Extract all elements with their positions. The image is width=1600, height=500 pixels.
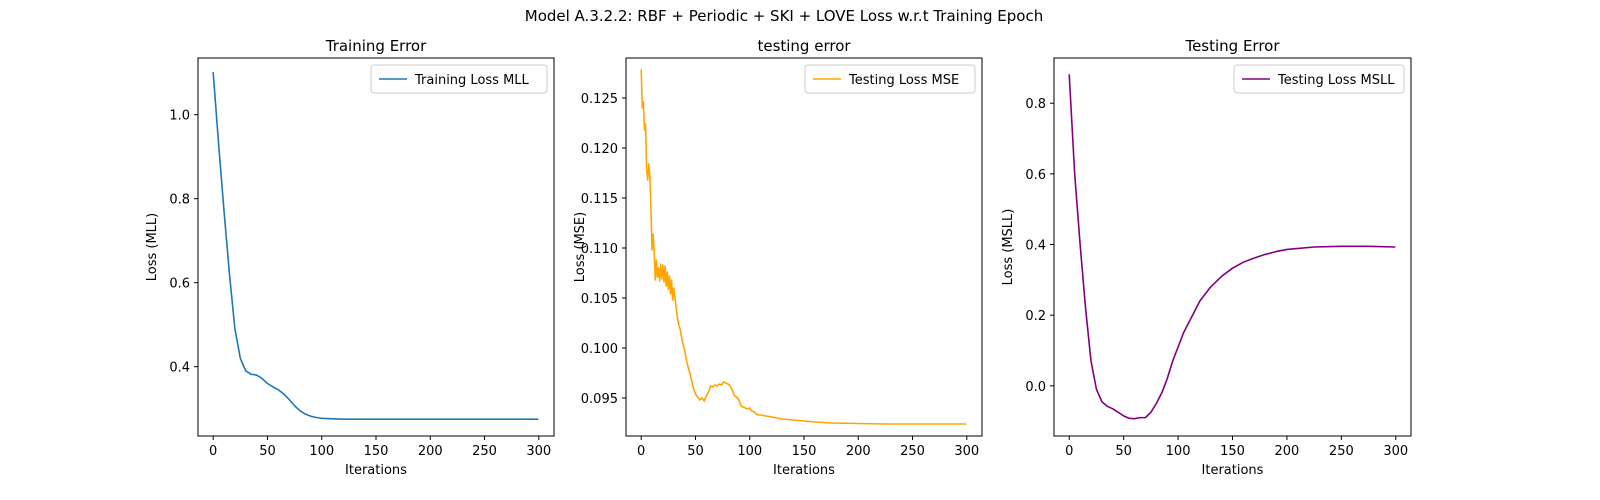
subplot-title: testing error	[757, 37, 851, 55]
x-tick-label: 250	[1329, 444, 1354, 459]
legend: Testing Loss MSLL	[1233, 64, 1405, 94]
axes-frame	[625, 57, 983, 437]
legend-label: Testing Loss MSE	[848, 73, 959, 88]
x-axis-label: Iterations	[773, 463, 835, 478]
x-tick-label: 150	[1220, 444, 1245, 459]
x-tick-label: 300	[526, 444, 551, 459]
y-tick-label: 0.120	[581, 142, 618, 157]
axes-frame	[197, 57, 555, 437]
series-line-1	[212, 71, 539, 421]
x-tick-label: 0	[1065, 444, 1073, 459]
y-axis-label: Loss (MSLL)	[1001, 209, 1016, 286]
legend-label: Training Loss MLL	[414, 73, 530, 88]
y-tick-label: 0.6	[1025, 168, 1046, 183]
subplot-2: 0 50 100 150 200 250 300 0.095 0.100 0.105 0.110 0.…	[573, 37, 983, 478]
legend-box	[370, 64, 548, 94]
x-tick-label: 100	[309, 444, 334, 459]
x-tick-label: 50	[687, 444, 704, 459]
x-tick-label: 100	[737, 444, 762, 459]
x-tick-label: 100	[1166, 444, 1191, 459]
y-axis-label: Loss (MLL)	[145, 213, 160, 282]
series-line-1	[1068, 74, 1396, 420]
y-tick-label: 0.8	[169, 193, 190, 208]
y-tick-label: 0.2	[1025, 309, 1046, 324]
subplot-title: Testing Error	[1184, 37, 1280, 55]
y-tick-label: 0.4	[169, 361, 190, 376]
subplot-title: Training Error	[325, 37, 427, 55]
legend: Training Loss MLL	[370, 64, 548, 94]
x-tick-label: 250	[900, 444, 925, 459]
subplot-1: 0 50 100 150 200 250 300 0.4 0.6 0.8 1.0 Training E…	[145, 37, 555, 478]
x-axis-label: Iterations	[1202, 463, 1264, 478]
x-axis-label: Iterations	[345, 463, 407, 478]
y-tick-label: 0.110	[581, 242, 618, 257]
x-tick-label: 50	[1115, 444, 1132, 459]
y-tick-label: 0.4	[1025, 239, 1046, 254]
x-tick-label: 0	[209, 444, 217, 459]
x-tick-label: 250	[472, 444, 497, 459]
legend-label: Testing Loss MSLL	[1277, 73, 1395, 88]
x-tick-label: 0	[637, 444, 645, 459]
x-tick-label: 50	[259, 444, 276, 459]
x-tick-label: 300	[954, 444, 979, 459]
y-tick-label: 0.105	[581, 292, 618, 307]
legend-box	[1233, 64, 1405, 94]
x-tick-label: 200	[418, 444, 443, 459]
y-tick-label: 0.0	[1025, 380, 1046, 395]
subplot-3: 0 50 100 150 200 250 300 0.0 0.2 0.4 0.6 0.8 Testing…	[1001, 37, 1412, 478]
x-tick-label: 150	[364, 444, 389, 459]
series-line-1	[640, 69, 967, 425]
y-tick-label: 0.100	[581, 342, 618, 357]
figure-title: Model A.3.2.2: RBF + Periodic + SKI + LO…	[525, 7, 1043, 25]
y-tick-label: 0.095	[581, 392, 618, 407]
y-tick-label: 0.125	[581, 92, 618, 107]
y-tick-label: 1.0	[169, 109, 190, 124]
y-tick-label: 0.6	[169, 277, 190, 292]
legend: Testing Loss MSE	[804, 64, 976, 94]
y-axis-label: Loss (MSE)	[573, 212, 588, 282]
legend-box	[804, 64, 976, 94]
x-tick-label: 200	[846, 444, 871, 459]
x-tick-label: 300	[1383, 444, 1408, 459]
x-tick-label: 200	[1275, 444, 1300, 459]
y-tick-label: 0.8	[1025, 97, 1046, 112]
x-tick-label: 150	[792, 444, 817, 459]
y-tick-label: 0.115	[581, 192, 618, 207]
